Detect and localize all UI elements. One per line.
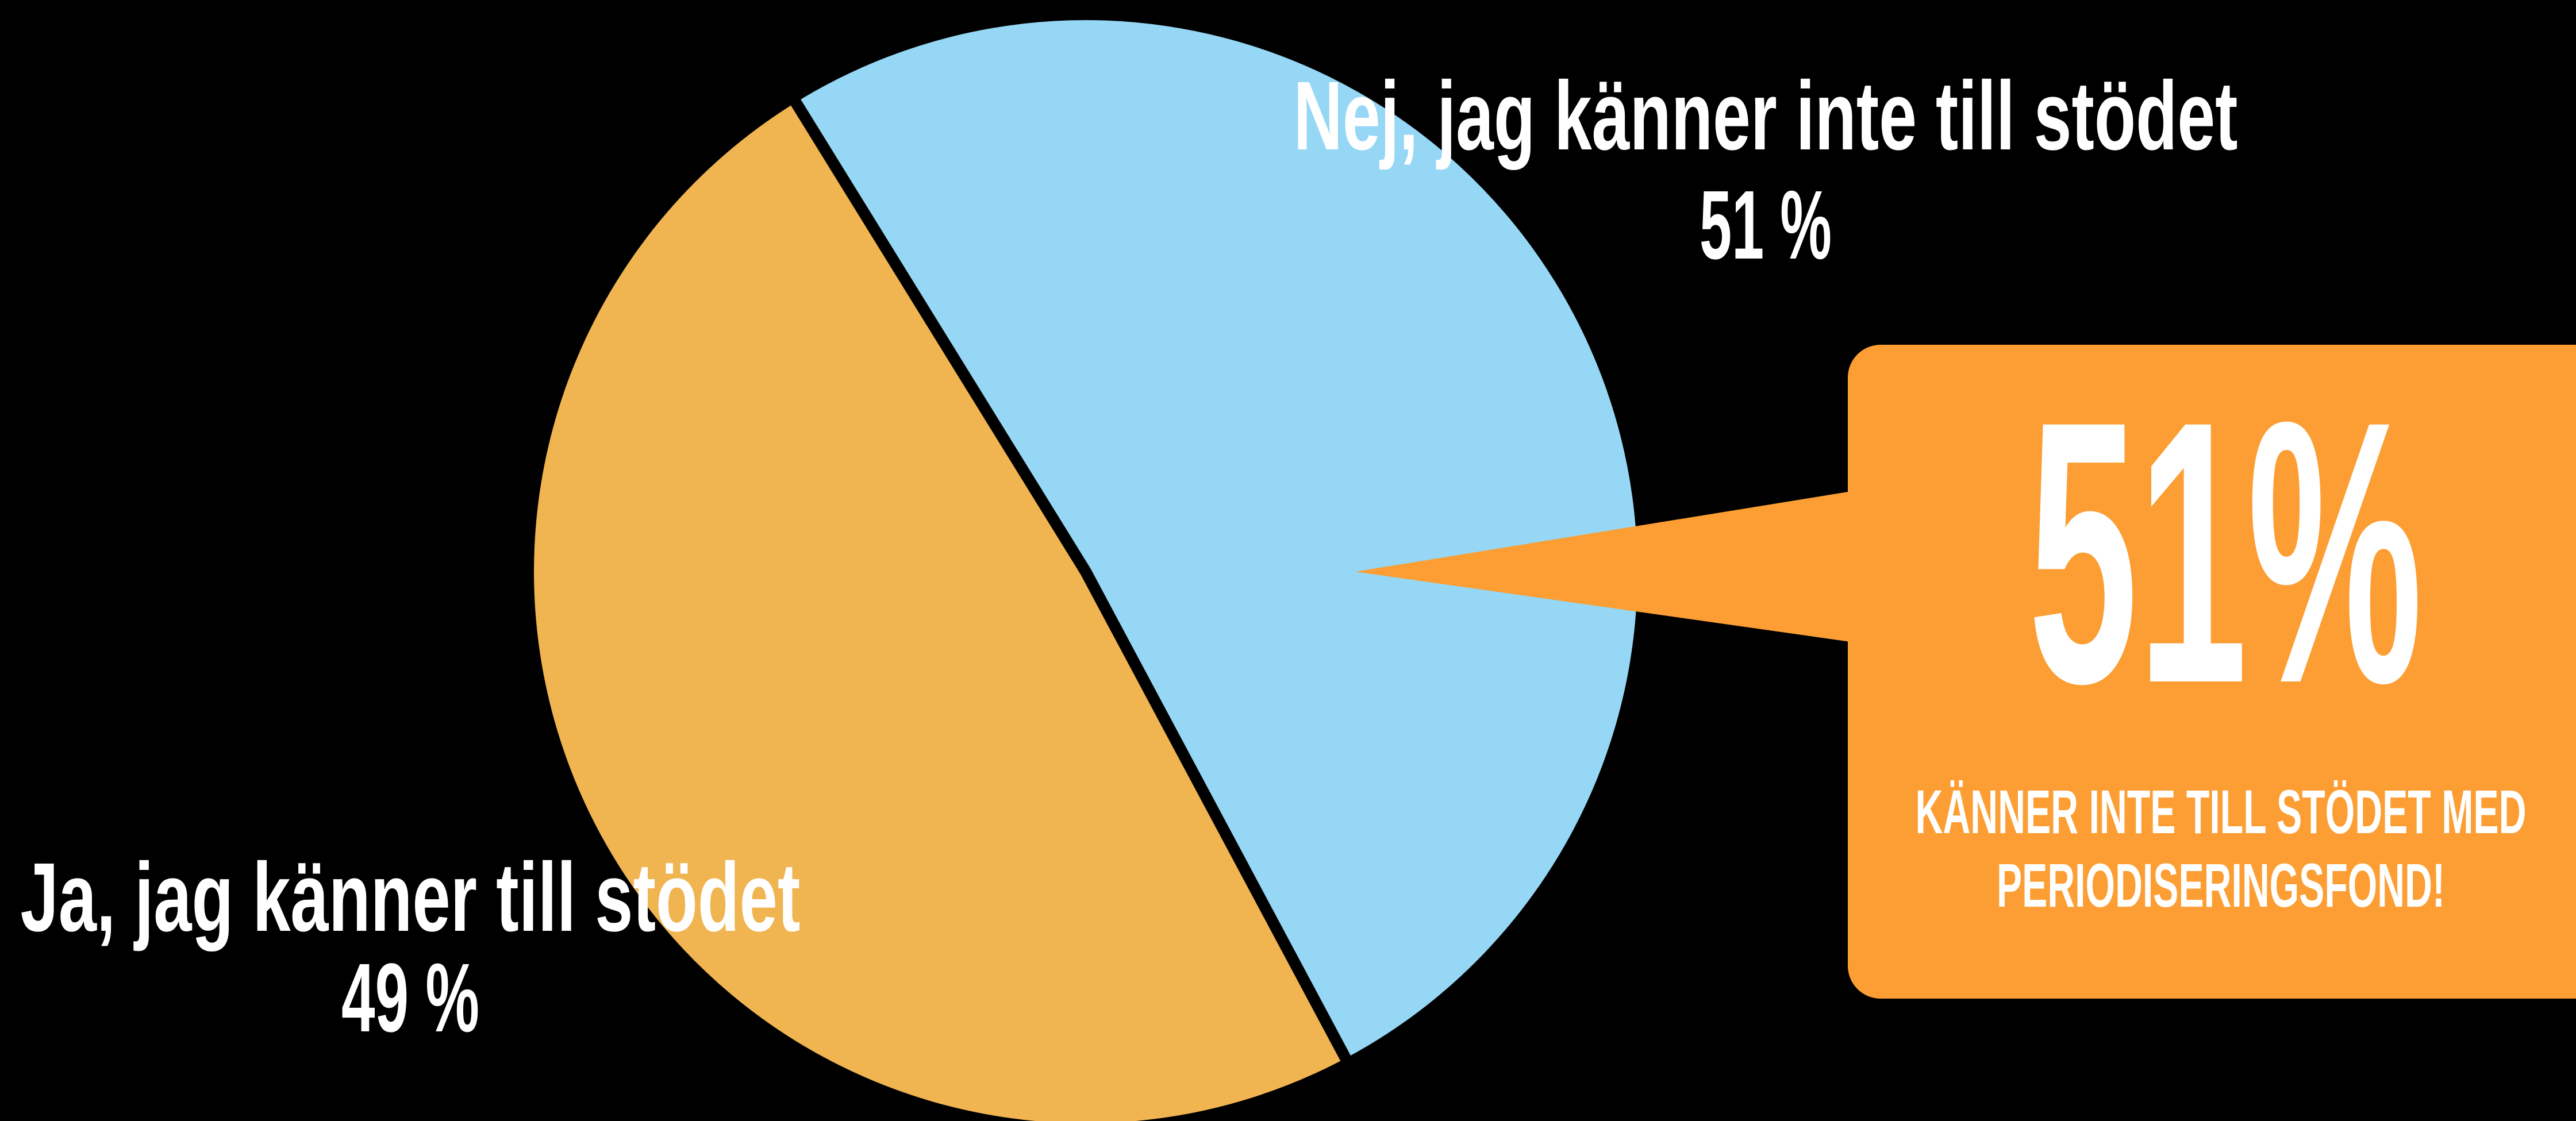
callout-headline: 51%	[2028, 344, 2423, 761]
callout-text: PERIODISERINGSFOND!	[1997, 850, 2445, 920]
pie-slice	[522, 91, 1354, 1121]
callout: 51% KÄNNER INTE TILL STÖDET MEDPERIODISER…	[1355, 344, 2576, 999]
callout-box	[1848, 345, 2576, 999]
callout-text: KÄNNER INTE TILL STÖDET MED	[1916, 777, 2527, 846]
pie	[522, 9, 1649, 1121]
pie-slice	[787, 9, 1649, 1069]
slice-label: Nej, jag känner inte till stödet	[1294, 61, 2238, 171]
slice-value-label: 49 %	[341, 943, 479, 1053]
slice-label: Ja, jag känner till stödet	[21, 843, 801, 952]
callout-pointer	[1355, 490, 1862, 644]
slice-value-label: 51 %	[1700, 171, 1832, 280]
